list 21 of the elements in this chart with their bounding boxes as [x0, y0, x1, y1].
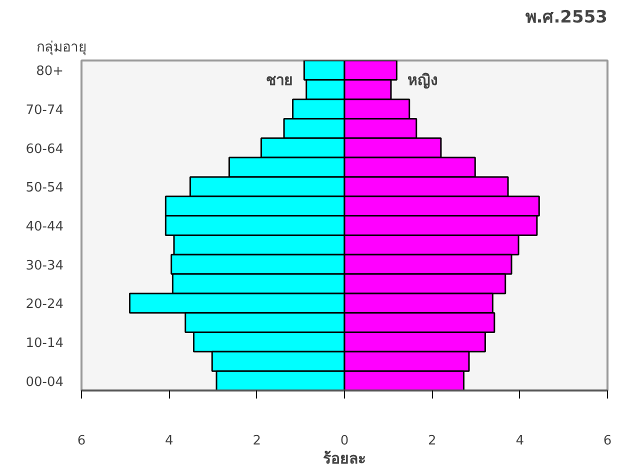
y-tick-label: 80+ [36, 64, 64, 80]
x-tick-label: 2 [252, 434, 261, 448]
series-label: ชาย [266, 70, 294, 89]
y-tick-label: 30-34 [26, 258, 64, 274]
x-tick-label: 4 [165, 434, 174, 448]
x-tick-label: 4 [516, 434, 524, 448]
y-axis-title: กลุ่มอายุ [36, 40, 86, 56]
x-tick-label: 6 [603, 434, 612, 448]
y-tick-label: 70-74 [26, 103, 64, 118]
y-tick-label: 20-24 [26, 297, 64, 312]
series-label: หญิง [408, 70, 438, 89]
y-tick-label: 00-04 [26, 374, 64, 390]
y-tick-label: 10-14 [26, 336, 64, 351]
y-tick-label: 40-44 [26, 220, 64, 234]
x-axis-title: ร้อยละ [323, 450, 366, 468]
x-tick-label: 2 [428, 434, 436, 448]
x-tick-label: 6 [77, 434, 86, 448]
x-tick-label: 0 [340, 434, 349, 448]
y-tick-label: 60-64 [26, 142, 64, 157]
chart-title: พ.ศ.2553 [525, 8, 608, 28]
y-tick-label: 50-54 [26, 180, 64, 196]
